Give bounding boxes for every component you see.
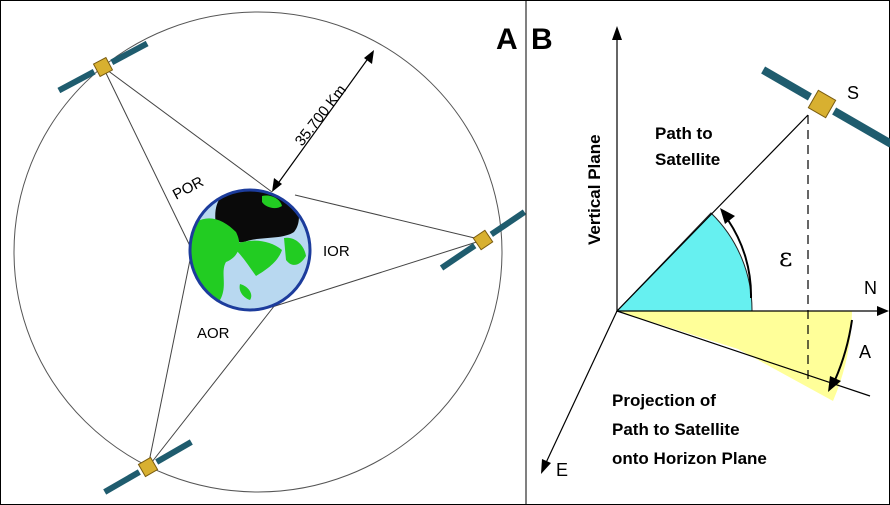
distance-arrowhead-inner bbox=[272, 178, 282, 192]
path-label-line-2: Satellite bbox=[655, 150, 720, 169]
azimuth-sector bbox=[617, 311, 852, 401]
east-axis-arrowhead bbox=[541, 459, 551, 474]
azimuth-angle-arc bbox=[834, 319, 853, 381]
distance-arrow bbox=[273, 52, 373, 190]
distance-label: 35.700 Km bbox=[292, 82, 350, 150]
elevation-symbol: ε bbox=[779, 243, 792, 273]
panel-a: 35.700 Km bbox=[13, 11, 527, 495]
north-label: N bbox=[864, 278, 877, 298]
path-label-line-1: Path to bbox=[655, 124, 713, 143]
satellite-s bbox=[761, 66, 890, 148]
region-label-por: POR bbox=[170, 173, 207, 203]
elevation-angle-arrowhead bbox=[720, 208, 735, 224]
region-label-ior: IOR bbox=[323, 243, 350, 260]
distance-arrowhead-outer bbox=[364, 50, 374, 64]
vertical-axis-arrowhead bbox=[612, 26, 622, 40]
east-axis bbox=[543, 310, 618, 468]
satellite-path-line bbox=[616, 114, 809, 312]
projection-label-line-3: onto Horizon Plane bbox=[612, 449, 767, 468]
coverage-lines bbox=[102, 66, 484, 468]
satellite-ior bbox=[439, 209, 527, 271]
projection-label-line-1: Projection of bbox=[612, 391, 716, 410]
east-label: E bbox=[556, 460, 568, 480]
satellite-aor bbox=[103, 439, 193, 495]
elevation-sector bbox=[615, 212, 753, 312]
satellite-label: S bbox=[847, 83, 859, 103]
projection-line bbox=[616, 310, 871, 397]
region-label-aor: AOR bbox=[197, 325, 230, 342]
panel-letter-b: B bbox=[531, 23, 553, 56]
azimuth-angle-arrowhead bbox=[828, 376, 841, 392]
panel-b: B Vertical Plane S Path to Satellite ε bbox=[531, 23, 890, 480]
elevation-angle-arc bbox=[727, 219, 753, 299]
north-axis-arrowhead bbox=[877, 306, 889, 316]
earth-rim bbox=[188, 188, 312, 312]
vertical-plane-label: Vertical Plane bbox=[585, 134, 604, 245]
satellite-por bbox=[57, 40, 149, 94]
earth-globe bbox=[188, 188, 312, 312]
projection-label-line-2: Path to Satellite bbox=[612, 420, 740, 439]
panel-letter-a: A bbox=[496, 23, 518, 56]
azimuth-label: A bbox=[859, 342, 871, 362]
geostationary-orbit bbox=[13, 11, 503, 493]
